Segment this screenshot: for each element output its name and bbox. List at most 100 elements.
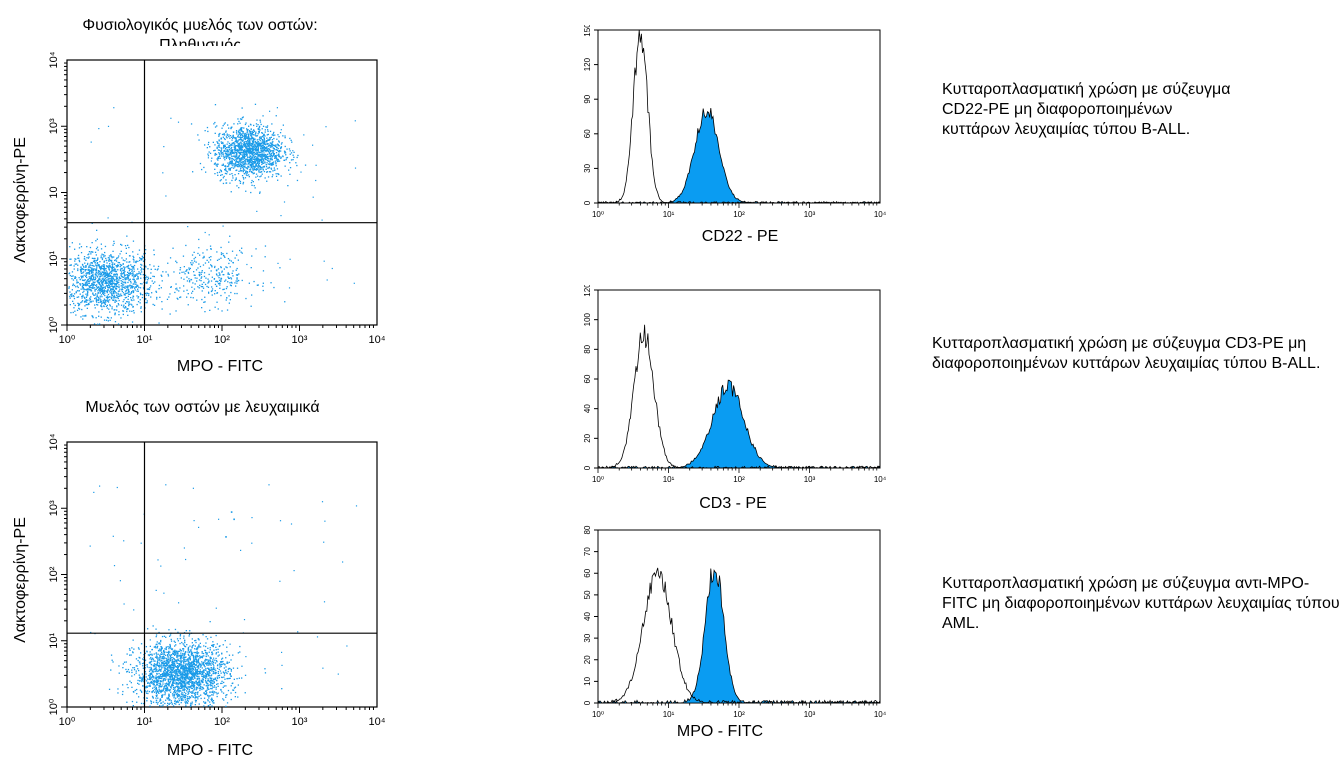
- scatter-point: [107, 257, 109, 259]
- scatter-point: [195, 687, 197, 689]
- scatter-point: [158, 659, 160, 661]
- scatter-point: [96, 294, 98, 296]
- scatter-point: [107, 301, 110, 303]
- scatter-point: [190, 296, 192, 299]
- scatter-point: [229, 167, 231, 169]
- scatter-point: [264, 177, 266, 179]
- scatter-point: [269, 144, 271, 147]
- scatter-point: [187, 648, 189, 650]
- scatter-point: [235, 139, 237, 142]
- scatter-point: [262, 162, 265, 164]
- scatter-point: [143, 680, 145, 682]
- scatter-point: [181, 689, 184, 691]
- scatter-point: [214, 153, 216, 155]
- scatter-point: [87, 254, 89, 256]
- scatter-point: [272, 133, 274, 135]
- scatter-point: [149, 677, 151, 679]
- scatter-point: [92, 264, 94, 267]
- scatter-point: [130, 299, 132, 301]
- scatter-point: [137, 288, 139, 290]
- scatter-point: [226, 171, 229, 173]
- scatter-point: [192, 660, 194, 662]
- scatter-point: [221, 676, 223, 679]
- scatter-point: [150, 272, 152, 274]
- scatter-point: [188, 687, 190, 689]
- scatter-point: [241, 161, 243, 163]
- scatter-point: [199, 672, 201, 674]
- scatter-point: [124, 290, 127, 292]
- scatter-point: [282, 124, 284, 126]
- scatter-point: [113, 299, 115, 301]
- scatter-point: [108, 287, 110, 289]
- scatter-point: [85, 259, 87, 261]
- scatter-point: [111, 285, 114, 287]
- scatter-point: [245, 158, 247, 160]
- scatter-point: [213, 681, 215, 683]
- scatter-point: [155, 699, 158, 701]
- scatter-point: [237, 684, 239, 686]
- scatter-point: [162, 655, 165, 657]
- scatter-point: [262, 140, 265, 142]
- scatter-point: [177, 631, 179, 633]
- scatter-point: [114, 273, 117, 276]
- scatter-point: [147, 279, 149, 281]
- scatter-point: [126, 289, 128, 291]
- scatter-point: [174, 291, 176, 294]
- scatter-point: [260, 171, 262, 173]
- scatter-point: [244, 135, 246, 137]
- scatter-point: [193, 674, 196, 676]
- scatter-point: [179, 670, 181, 672]
- scatter-point: [263, 137, 265, 140]
- scatter-point: [174, 687, 176, 689]
- scatter-point: [224, 156, 226, 159]
- scatter-point: [202, 286, 204, 288]
- scatter-point: [246, 150, 248, 152]
- scatter-point: [111, 271, 113, 273]
- scatter-point: [151, 691, 153, 693]
- scatter-point: [217, 675, 219, 677]
- scatter-point: [240, 141, 242, 143]
- scatter-point: [275, 162, 277, 164]
- scatter-point: [122, 269, 124, 271]
- scatter-point: [111, 259, 113, 262]
- scatter-point: [152, 275, 154, 277]
- scatter-point: [216, 665, 219, 667]
- scatter-point: [99, 261, 101, 263]
- scatter-point: [214, 265, 216, 267]
- scatter-point: [174, 694, 176, 696]
- scatter-point: [170, 286, 172, 288]
- scatter-point: [90, 271, 93, 273]
- scatter-point: [225, 182, 227, 184]
- scatter-point: [161, 653, 163, 655]
- scatter-point: [190, 669, 192, 671]
- scatter-point: [219, 661, 222, 663]
- scatter-point: [112, 286, 115, 288]
- scatter-point: [222, 254, 225, 257]
- scatter-point: [273, 154, 275, 156]
- scatter-point: [113, 242, 115, 245]
- scatter-point: [194, 277, 196, 279]
- scatter-point: [107, 217, 109, 219]
- scatter-point: [121, 287, 123, 289]
- scatter-point: [173, 668, 175, 670]
- scatter-point: [172, 656, 174, 659]
- scatter-point: [203, 166, 205, 169]
- scatter-point: [182, 669, 184, 671]
- scatter-point: [184, 656, 186, 658]
- scatter-point: [261, 147, 263, 149]
- scatter-point: [183, 290, 185, 292]
- scatter-point: [257, 133, 259, 135]
- scatter-point: [114, 263, 116, 265]
- scatter-point: [75, 258, 77, 260]
- scatter-point: [165, 678, 167, 680]
- scatter-point: [238, 144, 241, 146]
- scatter-point: [278, 155, 280, 157]
- scatter-point: [82, 288, 84, 290]
- scatter-point: [250, 305, 252, 307]
- scatter-point: [243, 155, 245, 157]
- scatter-point: [172, 705, 175, 707]
- scatter-point: [124, 277, 127, 279]
- scatter-point: [146, 288, 148, 290]
- scatter-point: [132, 272, 134, 274]
- scatter-point: [267, 156, 269, 158]
